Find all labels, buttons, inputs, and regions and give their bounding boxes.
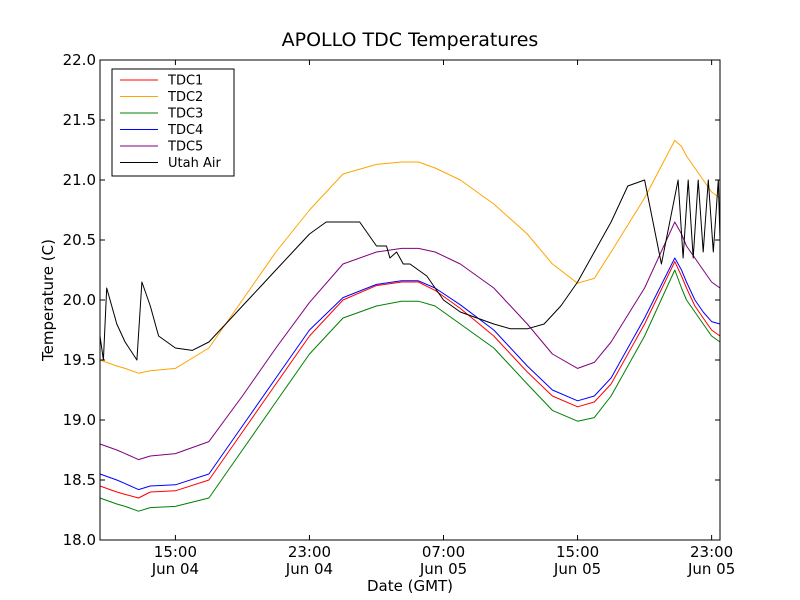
legend-label: Utah Air bbox=[168, 156, 221, 171]
legend-label: TDC4 bbox=[167, 123, 203, 138]
y-tick-label: 21.5 bbox=[63, 111, 96, 129]
x-tick-label-date: Jun 05 bbox=[687, 560, 735, 578]
x-tick-label-time: 07:00 bbox=[422, 543, 465, 561]
x-tick-label-date: Jun 04 bbox=[285, 560, 333, 578]
series-line-tdc3 bbox=[99, 269, 721, 512]
chart-title: APOLLO TDC Temperatures bbox=[282, 29, 539, 51]
y-tick-label: 18.5 bbox=[63, 471, 96, 489]
x-tick-label-time: 23:00 bbox=[690, 543, 733, 561]
y-tick-label: 21.0 bbox=[63, 171, 96, 189]
y-tick-label: 20.0 bbox=[63, 291, 96, 309]
x-tick-label-date: Jun 05 bbox=[553, 560, 601, 578]
y-tick-label: 22.0 bbox=[63, 51, 96, 69]
series-lines bbox=[99, 139, 721, 512]
x-tick-label-time: 23:00 bbox=[288, 543, 331, 561]
series-line-utah-air bbox=[99, 179, 721, 361]
legend-label: TDC3 bbox=[167, 107, 203, 122]
series-line-tdc5 bbox=[99, 221, 721, 461]
legend-label: TDC1 bbox=[167, 74, 203, 89]
y-axis-label: Temperature (C) bbox=[39, 239, 57, 362]
y-tick-label: 19.5 bbox=[63, 351, 96, 369]
legend-label: TDC2 bbox=[167, 90, 203, 105]
legend-label: TDC5 bbox=[167, 140, 203, 155]
x-tick-label-date: Jun 04 bbox=[151, 560, 199, 578]
legend-box bbox=[111, 68, 235, 177]
y-tick-label: 20.5 bbox=[63, 231, 96, 249]
series-line-tdc4 bbox=[99, 257, 721, 491]
y-tick-label: 18.0 bbox=[63, 531, 96, 549]
x-tick-label-time: 15:00 bbox=[556, 543, 599, 561]
series-line-tdc2 bbox=[99, 139, 721, 374]
x-tick-label-time: 15:00 bbox=[154, 543, 197, 561]
x-tick-label-date: Jun 05 bbox=[419, 560, 467, 578]
x-axis-label: Date (GMT) bbox=[367, 577, 453, 595]
y-axis-ticks: 18.0 18.5 19.0 19.5 20.0 20.5 21.0 21.5 22.0 bbox=[63, 51, 720, 549]
y-tick-label: 19.0 bbox=[63, 411, 96, 429]
series-line-tdc1 bbox=[99, 261, 721, 499]
